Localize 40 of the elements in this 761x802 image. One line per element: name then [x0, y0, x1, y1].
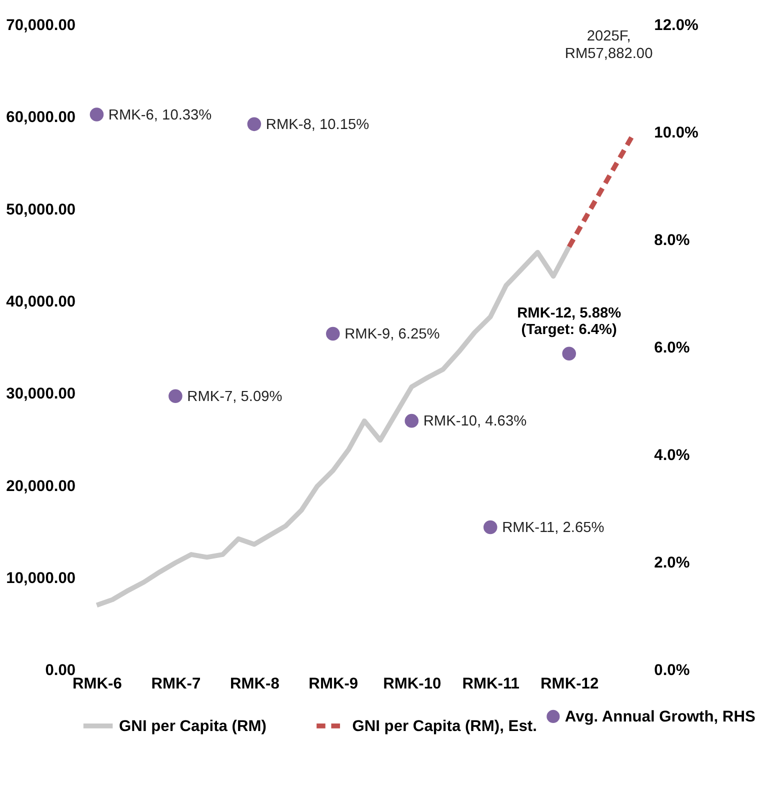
y2-tick-label: 12.0%	[654, 17, 699, 34]
point	[326, 326, 340, 341]
legend-label: GNI per Capita (RM), Est.	[352, 718, 537, 735]
point	[562, 346, 576, 361]
x-tick-label: RMK-6	[72, 676, 122, 693]
x-tick-label: RMK-10	[383, 676, 442, 693]
x-tick-label: RMK-9	[308, 676, 358, 693]
y-tick-label: 10,000.00	[6, 570, 76, 587]
x-tick-label: RMK-11	[462, 676, 520, 693]
y-tick-label: 30,000.00	[6, 386, 76, 403]
data-label: RMK-11, 2.65%	[502, 520, 604, 536]
y2-tick-label: 0.0%	[654, 662, 690, 680]
y2-tick-label: 6.0%	[654, 340, 690, 357]
data-label: RMK-12, 5.88% (Target: 6.4%)	[517, 306, 622, 338]
y2-tick-label: 4.0%	[654, 447, 690, 464]
point	[168, 389, 182, 403]
point	[483, 520, 498, 534]
data-label: RMK-8, 10.15%	[266, 117, 370, 134]
y2-tick-label: 8.0%	[654, 232, 690, 250]
data-label: RMK-7, 5.09%	[187, 388, 282, 405]
y-tick-label: 20,000.00	[6, 478, 76, 495]
data-label: RMK-10, 4.63%	[423, 414, 527, 430]
y2-tick-label: 2.0%	[654, 554, 690, 572]
point	[90, 108, 104, 122]
y2-tick-label: 10.0%	[654, 124, 699, 142]
legend-label: Avg. Annual Growth, RHS	[564, 708, 756, 726]
x-tick-label: RMK-12	[540, 676, 599, 693]
legend-label: GNI per Capita (RM)	[119, 718, 266, 735]
line-series	[566, 134, 635, 250]
y-tick-label: 60,000.00	[6, 109, 76, 126]
annotation: 2025F, RM57,882.00	[564, 28, 653, 62]
point	[247, 117, 262, 132]
y-tick-label: 40,000.00	[6, 293, 76, 310]
x-tick-label: RMK-7	[151, 676, 201, 693]
y-tick-label: 70,000.00	[6, 17, 76, 34]
point	[404, 414, 419, 428]
y-tick-label: 50,000.00	[6, 201, 76, 218]
x-tick-label: RMK-8	[230, 676, 280, 693]
data-label: RMK-6, 10.33%	[108, 107, 212, 124]
data-label: RMK-9, 6.25%	[344, 326, 440, 343]
